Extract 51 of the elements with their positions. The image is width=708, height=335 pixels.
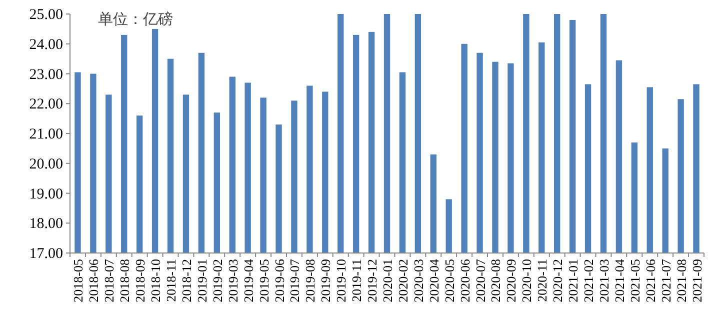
x-tick-label: 2019-04 bbox=[240, 258, 256, 302]
x-tick-label: 2018-10 bbox=[148, 259, 164, 302]
annotation: 单位：亿磅 bbox=[98, 11, 173, 28]
x-tick-label: 2019-07 bbox=[287, 258, 302, 302]
x-tick-label: 2018-07 bbox=[102, 258, 117, 302]
x-tick-label: 2021-04 bbox=[612, 258, 627, 302]
x-tick-label: 2021-01 bbox=[566, 259, 581, 302]
x-tick-label: 2020-01 bbox=[380, 259, 395, 302]
x-tick-label: 2020-02 bbox=[395, 259, 410, 302]
x-tick-label: 2020-08 bbox=[488, 259, 504, 302]
x-tick-label: 2021-02 bbox=[581, 259, 596, 302]
y-tick-label: 23.00 bbox=[29, 66, 63, 83]
x-tick-label: 2019-08 bbox=[302, 259, 318, 302]
x-tick-label: 2020-09 bbox=[504, 259, 519, 302]
x-tick-label: 2019-05 bbox=[256, 259, 272, 302]
x-tick-label: 2019-11 bbox=[349, 259, 364, 302]
y-tick-label: 22.00 bbox=[29, 96, 63, 113]
x-tick-label: 2020-11 bbox=[534, 259, 550, 302]
x-tick-label: 2021-05 bbox=[627, 259, 642, 302]
x-tick-label: 2021-06 bbox=[642, 258, 658, 302]
x-tick-label: 2019-12 bbox=[364, 259, 380, 302]
x-tick-label: 2021-07 bbox=[658, 258, 674, 302]
y-tick-label: 24.00 bbox=[29, 36, 63, 53]
x-tick-label: 2019-10 bbox=[334, 259, 349, 302]
x-tick-label: 2020-05 bbox=[442, 259, 457, 302]
y-tick-label: 18.00 bbox=[29, 216, 63, 232]
x-tick-label: 2018-11 bbox=[164, 259, 179, 302]
x-tick-label: 2019-09 bbox=[318, 259, 334, 302]
y-tick-label: 19.00 bbox=[29, 186, 63, 202]
x-tick-label: 2020-07 bbox=[472, 258, 488, 302]
x-tick-label: 2020-12 bbox=[550, 259, 566, 302]
y-tick-label: 20.00 bbox=[29, 156, 63, 172]
x-tick-label: 2020-04 bbox=[426, 258, 442, 302]
y-tick-label: 17.00 bbox=[29, 246, 63, 262]
x-tick-label: 2018-06 bbox=[86, 258, 102, 302]
x-tick-label: 2021-03 bbox=[596, 259, 612, 302]
x-tick-label: 2021-09 bbox=[689, 259, 704, 302]
x-tick-label: 2018-05 bbox=[70, 259, 86, 302]
x-tick-label: 2018-12 bbox=[178, 259, 194, 302]
x-tick-label: 2021-08 bbox=[674, 259, 689, 302]
y-tick-label: 25.00 bbox=[29, 7, 63, 23]
x-tick-label: 2020-06 bbox=[457, 258, 472, 302]
y-tick-label: 21.00 bbox=[29, 126, 63, 142]
x-tick-label: 2020-10 bbox=[519, 259, 534, 302]
x-tick-label: 2018-09 bbox=[132, 259, 148, 302]
x-tick-label: 2019-03 bbox=[225, 259, 240, 302]
x-tick-label: 2020-03 bbox=[410, 259, 426, 302]
x-tick-label: 2018-08 bbox=[117, 259, 132, 302]
x-tick-label: 2019-06 bbox=[272, 258, 287, 302]
x-tick-label: 2019-02 bbox=[210, 259, 225, 302]
x-tick-label: 2019-01 bbox=[194, 259, 210, 302]
